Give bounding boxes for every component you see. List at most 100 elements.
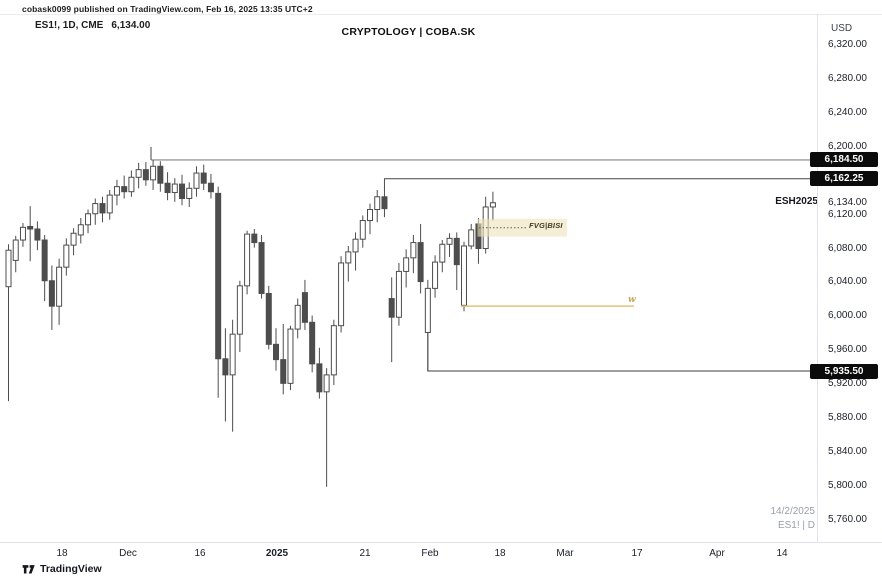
candle-body — [446, 237, 453, 245]
candle-body — [403, 257, 410, 272]
candle-body — [19, 226, 26, 241]
candle-body — [150, 165, 157, 181]
trendline-end-marker[interactable]: w — [628, 295, 636, 305]
price-tick-label: 5,880.00 — [828, 412, 867, 424]
candle-body — [323, 374, 330, 393]
candle-body — [381, 196, 388, 210]
candle-body — [5, 249, 12, 288]
candle-body — [244, 233, 251, 287]
candle-body — [460, 245, 467, 306]
candle-body — [63, 244, 70, 268]
tradingview-logo-icon — [22, 565, 35, 574]
price-tick-label: 6,240.00 — [828, 106, 867, 118]
candle-body — [171, 183, 178, 194]
candle-body — [316, 363, 323, 393]
candle-body — [468, 229, 475, 247]
price-level-badge: 6,162.25 — [810, 171, 878, 187]
note-date: 14/2/2025 — [770, 506, 816, 517]
candle-body — [352, 238, 359, 253]
candle-body — [251, 233, 258, 244]
candle-body — [200, 172, 207, 184]
candle-body — [287, 328, 294, 384]
candle-body — [56, 266, 63, 307]
contract-label: ESH2025 — [775, 196, 818, 207]
publish-attribution: cobask0099 published on TradingView.com,… — [22, 4, 313, 14]
symbol-info: ES1!, 1D, CME 6,134.00 — [35, 20, 150, 31]
candle-body — [135, 169, 142, 178]
price-level-badge: 5,935.50 — [810, 363, 878, 379]
top-frame-line — [0, 14, 882, 15]
candle-body — [236, 285, 243, 335]
time-tick-label: 21 — [359, 548, 371, 559]
fvg-annotation-label[interactable]: FVG|BISI — [529, 221, 563, 230]
currency-label: USD — [831, 23, 853, 34]
candle-body — [157, 165, 164, 184]
candle-body — [164, 182, 171, 194]
candle-body — [222, 358, 229, 376]
time-tick-label: Mar — [556, 548, 574, 559]
time-tick-label: Apr — [709, 548, 725, 559]
candle-body — [439, 243, 446, 263]
candle-body — [41, 239, 48, 282]
time-axis-divider — [0, 542, 882, 543]
time-tick-label: 16 — [194, 548, 206, 559]
candle-body — [48, 280, 55, 307]
price-tick-label: 6,200.00 — [828, 140, 867, 152]
price-tick-label: 5,960.00 — [828, 344, 867, 356]
candle-body — [99, 203, 106, 214]
candle-body — [207, 182, 214, 193]
candle-body — [280, 359, 287, 384]
price-tick-label: 6,080.00 — [828, 242, 867, 254]
candle-body — [121, 186, 128, 193]
candle-body — [489, 202, 496, 208]
price-tick-label: 5,840.00 — [828, 446, 867, 458]
candle-body — [345, 251, 352, 264]
time-tick-label: 18 — [56, 548, 68, 559]
candle-body — [367, 209, 373, 222]
candle-body — [359, 220, 366, 240]
candle-body — [92, 203, 99, 215]
candle-body — [417, 242, 424, 283]
candle-body — [215, 192, 222, 360]
time-tick-label: Dec — [119, 548, 137, 559]
candle-body — [273, 343, 280, 361]
candle-body — [77, 224, 84, 236]
candle-body — [193, 172, 200, 189]
chart-watermark: CRYPTOLOGY | COBA.SK — [341, 26, 476, 38]
candle-body — [265, 292, 272, 345]
price-tick-label: 6,040.00 — [828, 276, 867, 288]
price-tick-label: 5,760.00 — [828, 513, 867, 525]
price-tick-label: 6,280.00 — [828, 72, 867, 84]
candle-body — [12, 239, 19, 261]
price-tick-label: 6,120.00 — [828, 208, 867, 220]
time-tick-label: 17 — [631, 548, 643, 559]
candle-body — [106, 194, 113, 214]
candle-body — [432, 261, 439, 289]
candle-body — [410, 242, 417, 259]
candle-body — [27, 225, 34, 230]
price-tick-label: 6,134.00 — [828, 196, 867, 208]
price-tick-label: 5,920.00 — [828, 378, 867, 390]
level-step-line[interactable] — [427, 332, 817, 372]
candle-body — [70, 232, 77, 246]
note-symbol: ES1! | D — [777, 520, 815, 531]
price-axis-divider — [817, 14, 818, 542]
candle-body — [301, 292, 308, 323]
candle-body — [229, 333, 236, 376]
candle-body — [338, 262, 345, 327]
time-tick-label: 2025 — [265, 548, 289, 559]
candle-body — [258, 242, 265, 294]
time-tick-label: 18 — [494, 548, 506, 559]
time-tick-label: 14 — [776, 548, 788, 559]
tradingview-logo[interactable]: TradingView — [22, 563, 102, 575]
candle-body — [453, 237, 460, 266]
candle-body — [34, 228, 41, 241]
candle-body — [113, 186, 120, 196]
symbol-text: ES1!, 1D, CME — [35, 20, 104, 31]
candle-body — [395, 270, 402, 318]
candle-body — [85, 213, 92, 226]
price-tick-label: 5,800.00 — [828, 479, 867, 491]
candle-body — [128, 176, 135, 193]
